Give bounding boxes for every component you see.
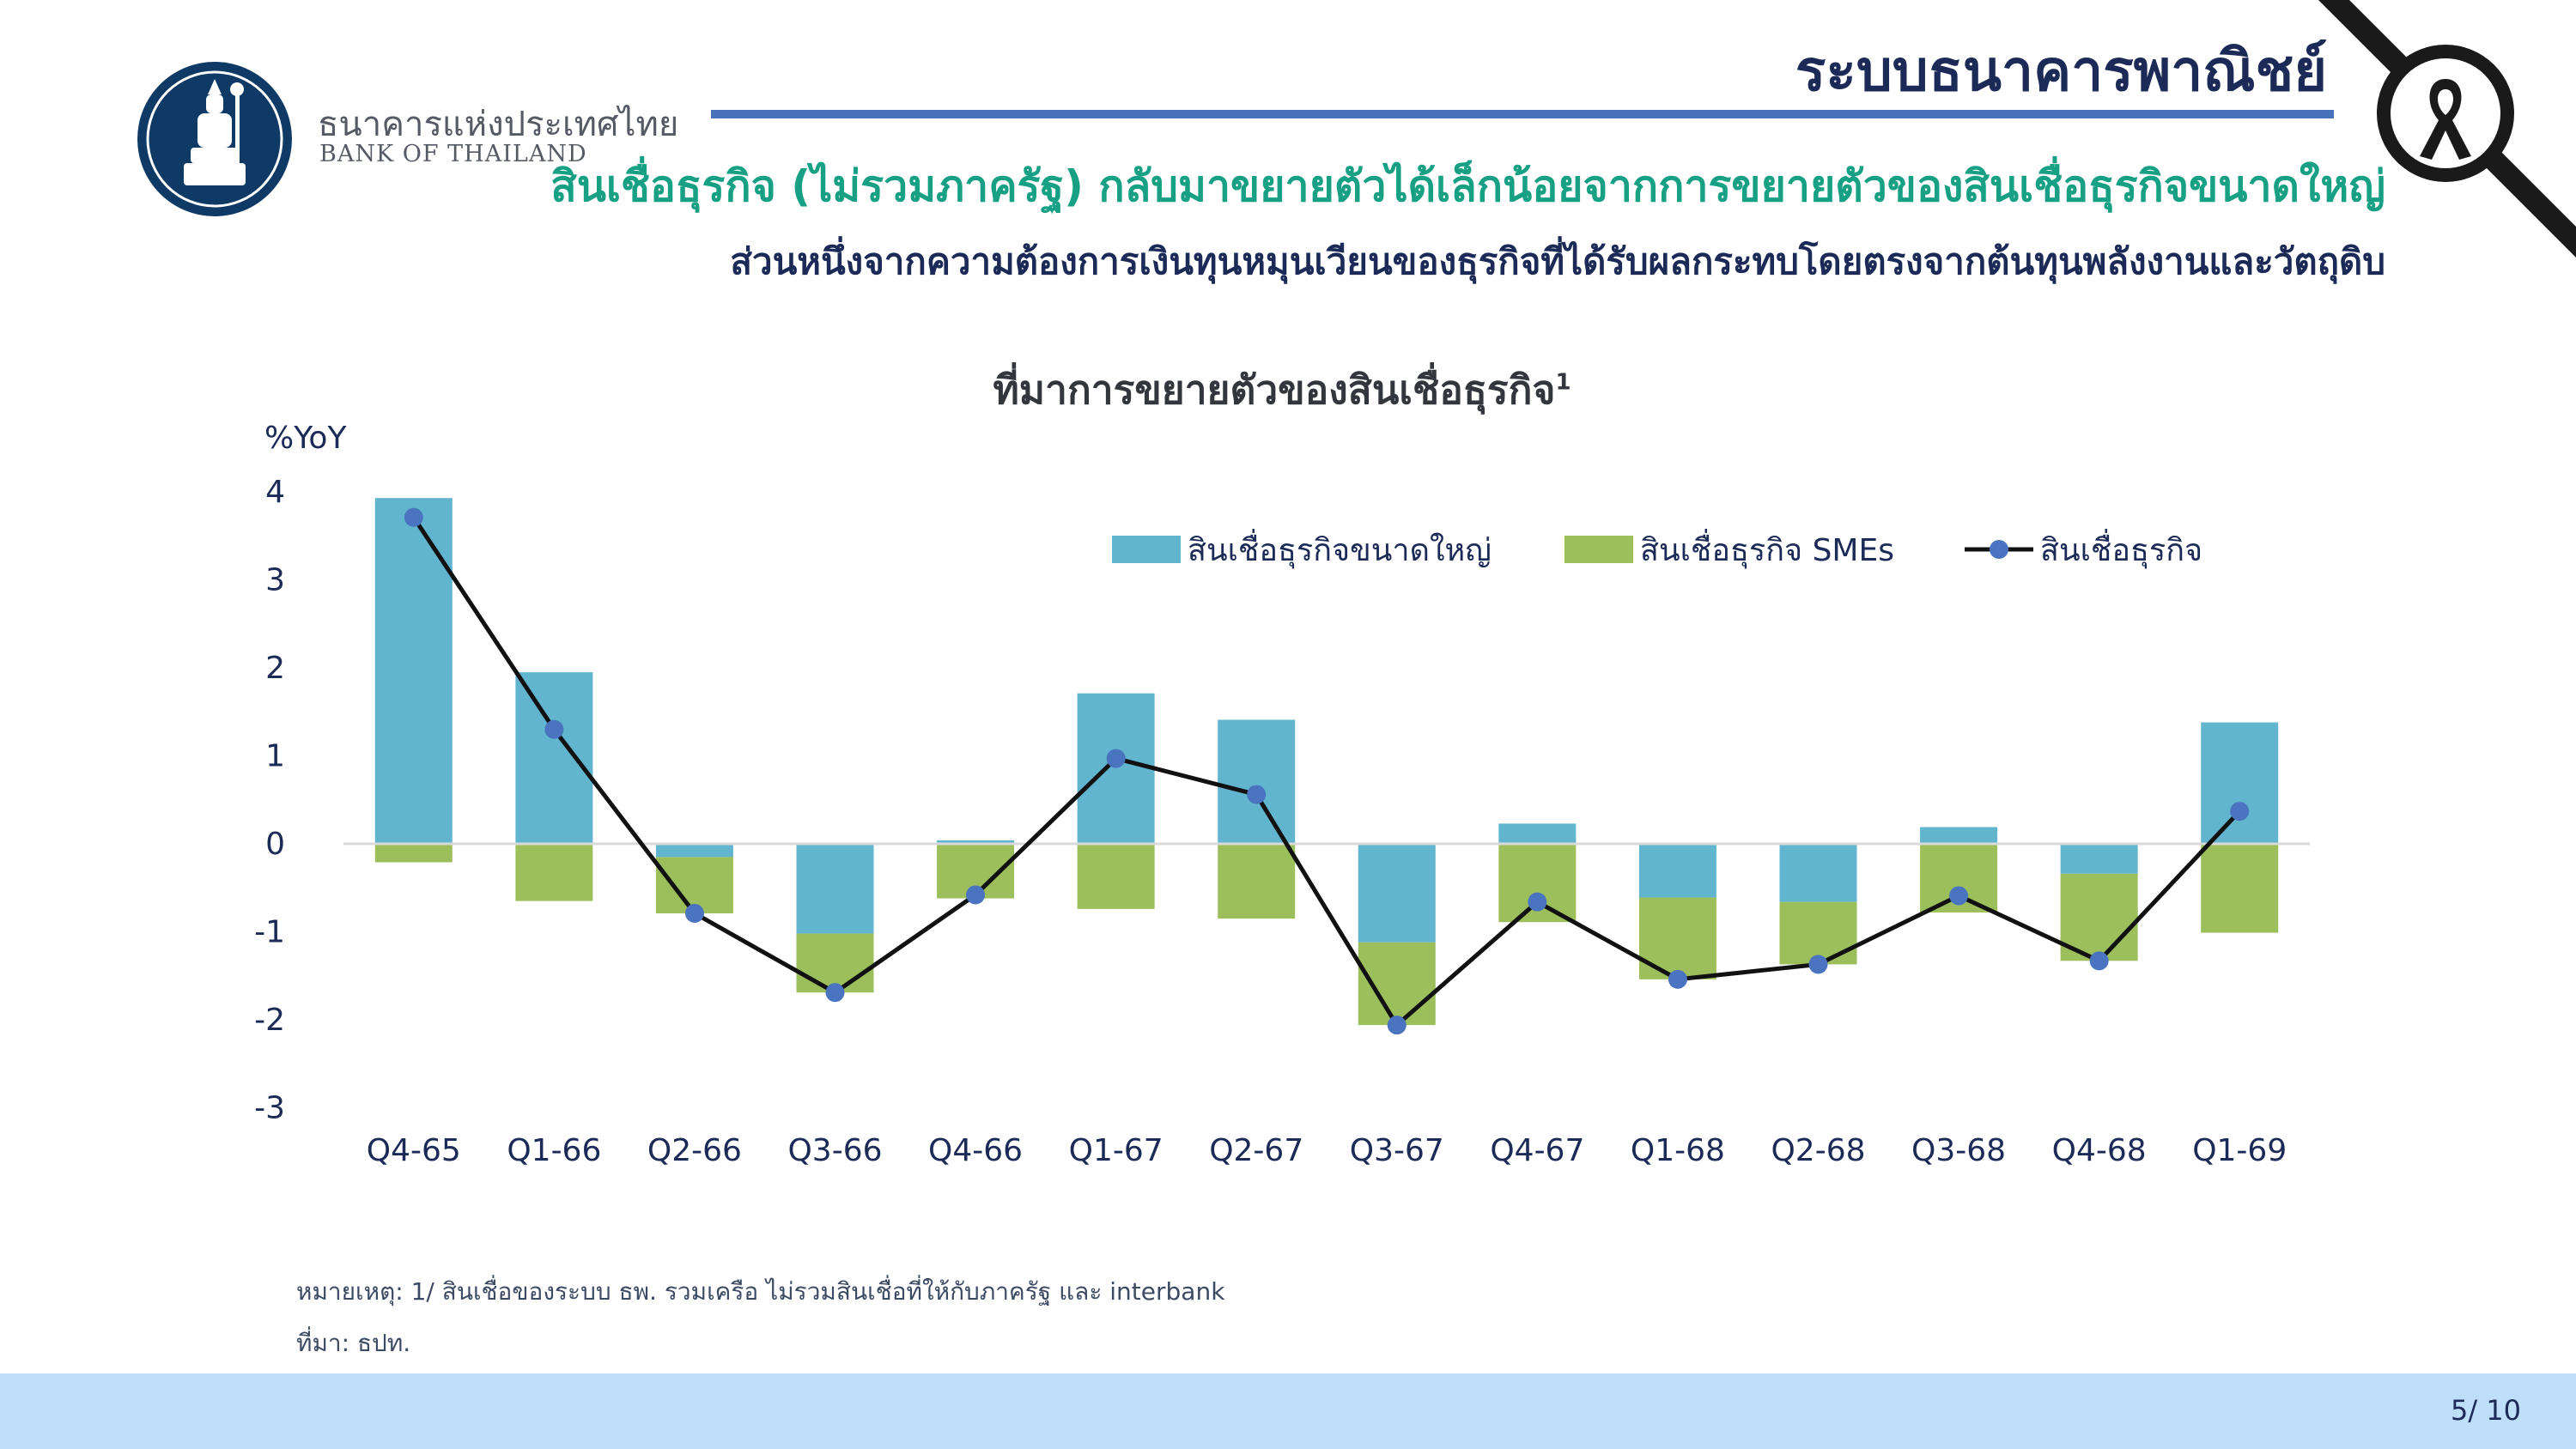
chart-legend: สินเชื่อธุรกิจขนาดใหญ่ สินเชื่อธุรกิจ SME… xyxy=(1112,529,2202,569)
legend-label: สินเชื่อธุรกิจ SMEs xyxy=(1640,529,1894,569)
chart-title: ที่มาการขยายตัวของสินเชื่อธุรกิจ1 xyxy=(0,359,2564,421)
bar-segment xyxy=(1638,844,1716,898)
bar-segment xyxy=(937,840,1015,844)
bar-segment xyxy=(1498,823,1577,844)
legend-label: สินเชื่อธุรกิจขนาดใหญ่ xyxy=(1188,529,1492,569)
x-tick-label: Q2-67 xyxy=(1209,1133,1303,1168)
bar-segment xyxy=(2060,873,2138,961)
bank-name-english: BANK OF THAILAND xyxy=(319,141,587,167)
bar-segment xyxy=(515,844,593,901)
bar-segment xyxy=(2201,844,2279,933)
x-tick-label: Q1-68 xyxy=(1631,1133,1725,1168)
total-credit-marker xyxy=(1949,886,1969,906)
bank-name-thai: ธนาคารแห่งประเทศไทย xyxy=(318,105,679,144)
legend-swatch xyxy=(1564,536,1633,563)
total-credit-marker xyxy=(1668,969,1687,989)
total-credit-marker xyxy=(1808,955,1828,974)
bar-segment xyxy=(1077,693,1155,844)
total-credit-marker xyxy=(966,885,986,905)
total-credit-marker xyxy=(684,903,704,923)
total-credit-marker xyxy=(404,507,423,527)
bar-segment xyxy=(655,844,733,858)
y-tick-label: -3 xyxy=(254,1091,285,1126)
legend-marker xyxy=(1990,540,2008,559)
slide-subheadline: ส่วนหนึ่งจากความต้องการเงินทุนหมุนเวียนข… xyxy=(730,240,2385,282)
chart-title-footnote-marker: 1 xyxy=(1555,369,1571,396)
total-credit-line xyxy=(411,516,2242,1028)
bar-segment xyxy=(796,933,874,993)
total-credit-marker xyxy=(1528,892,1547,912)
bar-segment xyxy=(1638,897,1716,979)
y-tick-label: 2 xyxy=(265,651,285,686)
slide-headline: สินเชื่อธุรกิจ (ไม่รวมภาครัฐ) กลับมาขยาย… xyxy=(550,161,2385,211)
bank-of-thailand-seal-icon xyxy=(137,62,292,216)
title-divider xyxy=(711,110,2334,118)
y-axis-label: %YoY xyxy=(264,421,347,456)
bar-segment xyxy=(374,844,453,863)
bar-segment xyxy=(1218,844,1296,919)
y-tick-label: -1 xyxy=(254,915,285,950)
x-tick-label: Q1-67 xyxy=(1069,1133,1163,1168)
chart-title-text: ที่มาการขยายตัวของสินเชื่อธุรกิจ xyxy=(993,367,1556,413)
page-number: 5/ 10 xyxy=(2450,1394,2521,1427)
footnote: หมายเหตุ: 1/ สินเชื่อของระบบ ธพ. รวมเครื… xyxy=(296,1277,1225,1306)
section-title: ระบบธนาคารพาณิชย์ xyxy=(1795,38,2327,104)
x-tick-label: Q3-66 xyxy=(787,1133,882,1168)
bar-segment xyxy=(515,672,593,844)
total-credit-marker xyxy=(1106,749,1126,768)
bar-segment xyxy=(374,498,453,844)
x-tick-label: Q1-69 xyxy=(2192,1133,2287,1168)
y-tick-label: 4 xyxy=(265,475,285,510)
bar-segment xyxy=(2201,722,2279,844)
x-tick-label: Q2-66 xyxy=(647,1133,742,1168)
x-tick-label: Q4-66 xyxy=(928,1133,1023,1168)
legend-label: สินเชื่อธุรกิจ xyxy=(2040,529,2202,569)
bar-segment xyxy=(1779,844,1857,902)
y-tick-label: 3 xyxy=(265,563,285,598)
bar-segment xyxy=(1358,844,1436,943)
bar-segment xyxy=(1218,719,1296,844)
mourning-ribbon-icon xyxy=(2318,0,2576,258)
legend-swatch xyxy=(1112,536,1181,563)
x-tick-label: Q4-65 xyxy=(367,1133,461,1168)
x-tick-label: Q2-68 xyxy=(1771,1133,1865,1168)
bottom-bar: 5/ 10 xyxy=(0,1373,2576,1449)
total-credit-marker xyxy=(2089,951,2109,971)
x-tick-label: Q3-67 xyxy=(1350,1133,1444,1168)
data-source: ที่มา: ธปท. xyxy=(296,1329,411,1357)
y-tick-label: 0 xyxy=(265,827,285,862)
bar-segment xyxy=(796,844,874,934)
total-credit-marker xyxy=(1247,785,1267,804)
bar-segment xyxy=(1920,827,1998,844)
total-credit-marker xyxy=(544,719,564,739)
total-credit-marker xyxy=(1387,1016,1406,1035)
x-tick-label: Q3-68 xyxy=(1911,1133,2006,1168)
bar-segment xyxy=(2060,844,2138,874)
business-credit-chart: %YoY 4 3 2 1 0 -1 -2 -3 Q4-65 Q1-66 Q2-66 Q3-66 Q4-… xyxy=(254,421,2310,1168)
x-tick-label: Q1-66 xyxy=(507,1133,601,1168)
y-tick-label: 1 xyxy=(265,739,285,774)
x-tick-label: Q4-67 xyxy=(1490,1133,1584,1168)
bar-segment xyxy=(1077,844,1155,909)
total-credit-marker xyxy=(825,983,845,1003)
total-credit-marker xyxy=(2230,802,2250,822)
y-tick-label: -2 xyxy=(254,1003,285,1038)
x-tick-label: Q4-68 xyxy=(2052,1133,2147,1168)
